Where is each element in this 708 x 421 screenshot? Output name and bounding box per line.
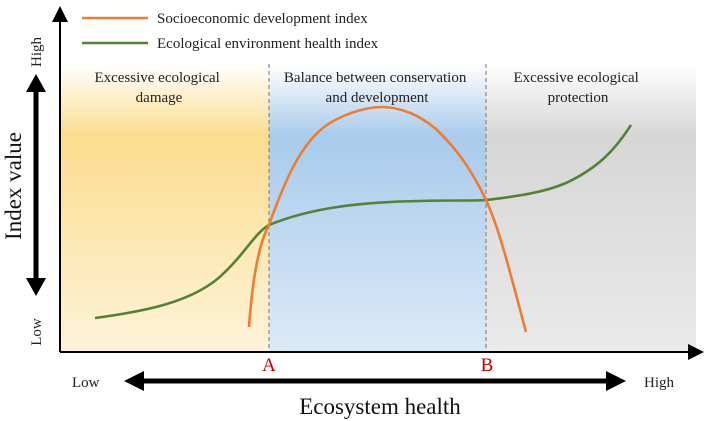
zone-label-balance: Balance between conservation and develop… — [284, 70, 470, 106]
zone-excessive-protection — [486, 64, 696, 352]
zone-label-protection-line1: Excessive ecological — [513, 70, 638, 86]
zone-label-protection: Excessive ecological protection — [513, 70, 642, 106]
legend-socio-label: Socioeconomic development index — [157, 11, 368, 27]
x-axis-low-label: Low — [72, 375, 100, 391]
zone-label-damage-line1: Excessive ecological — [94, 70, 219, 86]
zone-label-protection-line2: protection — [548, 90, 609, 106]
socio-dev-curve — [247, 105, 528, 333]
x-double-arrow-right-head — [606, 371, 626, 391]
legend-eco-label: Ecological environment health index — [157, 36, 379, 52]
point-a-label: A — [262, 355, 276, 376]
zone-excessive-damage — [60, 64, 269, 352]
x-double-arrow-left-head — [124, 371, 144, 391]
legend: Socioeconomic development index Ecologic… — [82, 11, 379, 52]
y-double-arrow-top-head — [26, 74, 46, 92]
zone-balance — [269, 64, 486, 352]
eco-health-curve — [94, 124, 633, 320]
x-axis-high-label: High — [644, 375, 675, 391]
x-axis-title: Ecosystem health — [299, 394, 461, 419]
zone-label-damage: Excessive ecological damage — [94, 70, 223, 106]
zone-label-balance-line2: and development — [326, 90, 430, 106]
zone-label-balance-line1: Balance between conservation — [284, 70, 467, 86]
zone-label-damage-line2: damage — [136, 90, 183, 106]
y-axis-high-label: High — [29, 37, 45, 68]
y-double-arrow-bottom-head — [26, 278, 46, 296]
y-axis-low-label: Low — [29, 318, 45, 346]
point-b-label: B — [481, 355, 494, 376]
y-axis-title: Index value — [1, 132, 26, 240]
